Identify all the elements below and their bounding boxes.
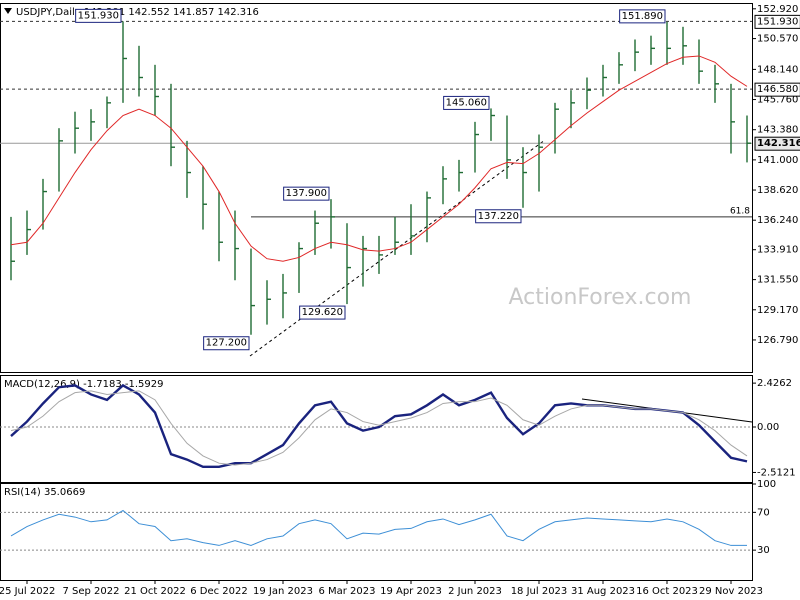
y-tick-label: 131.550 xyxy=(757,275,798,286)
x-tick-label: 31 Aug 2023 xyxy=(571,586,635,597)
x-tick-label: 19 Jan 2023 xyxy=(253,586,313,597)
label-box xyxy=(203,336,250,351)
watermark: ActionForex.com xyxy=(509,285,692,310)
y-tick-label: 70 xyxy=(757,507,770,518)
macd-panel xyxy=(0,375,753,483)
label-box xyxy=(299,305,346,320)
x-tick-label: 16 Oct 2023 xyxy=(636,586,698,597)
y-tick-label: 129.170 xyxy=(757,305,798,316)
label-box xyxy=(75,8,122,23)
annotation: 129.620 xyxy=(302,307,343,318)
panel-title: RSI(14) 35.0669 xyxy=(4,487,85,498)
rsi-panel xyxy=(0,483,753,581)
annotation: 127.200 xyxy=(206,338,247,349)
y-tick-label: 148.140 xyxy=(757,64,798,75)
y-tick-label: 143.380 xyxy=(757,125,798,136)
y-tick-label: 30 xyxy=(757,545,770,556)
x-tick-label: 6 Mar 2023 xyxy=(318,586,375,597)
annotation: 151.890 xyxy=(622,11,663,22)
series-line xyxy=(10,55,748,262)
label-box xyxy=(443,95,490,110)
last-price-label: 142.316 xyxy=(757,138,800,149)
annotation: 151.930 xyxy=(78,10,119,21)
panel-title: MACD(12,26,9) -1.7183 -1.5929 xyxy=(4,379,164,390)
y-tick-label: 136.240 xyxy=(757,215,798,226)
y-tick-label: 138.620 xyxy=(757,185,798,196)
y-tick-label: 145.760 xyxy=(757,95,798,106)
y-tick-label: 133.910 xyxy=(757,245,798,256)
level-label: 146.580 xyxy=(757,84,798,95)
x-tick-label: 29 Nov 2023 xyxy=(699,586,763,597)
x-tick-label: 19 Apr 2023 xyxy=(380,586,442,597)
label-box xyxy=(754,136,800,151)
x-tick-label: 6 Dec 2022 xyxy=(190,586,248,597)
y-tick-label: 150.570 xyxy=(757,34,798,45)
price-panel xyxy=(0,3,753,373)
fib-label: 61.8 xyxy=(730,206,750,216)
annotation: 137.220 xyxy=(478,211,519,222)
y-tick-label: 100 xyxy=(757,479,776,490)
label-box xyxy=(754,82,800,97)
y-tick-label: 0.00 xyxy=(757,422,779,433)
y-tick-label: 126.790 xyxy=(757,335,798,346)
x-tick-label: 25 Jul 2022 xyxy=(0,586,55,597)
menu-icon xyxy=(4,8,12,14)
series-line xyxy=(10,390,748,466)
series-line xyxy=(10,509,747,546)
x-tick-label: 2 Jun 2023 xyxy=(448,586,502,597)
y-tick-label: 152.920 xyxy=(757,4,798,15)
x-tick-label: 21 Oct 2022 xyxy=(124,586,186,597)
x-tick-label: 18 Jul 2023 xyxy=(511,586,568,597)
level-label: 151.930 xyxy=(757,16,798,27)
label-box xyxy=(619,9,666,24)
y-tick-label: 141.000 xyxy=(757,155,798,166)
label-box xyxy=(475,209,522,224)
label-box xyxy=(754,14,800,29)
label-box xyxy=(283,186,330,201)
panel-title: USDJPY,Daily 142.291 142.552 141.857 142… xyxy=(16,7,259,18)
annotation: 145.060 xyxy=(446,97,487,108)
annotation: 137.900 xyxy=(286,188,327,199)
x-tick-label: 7 Sep 2022 xyxy=(62,586,119,597)
y-tick-label: -2.5121 xyxy=(757,467,796,478)
y-tick-label: 2.4262 xyxy=(757,378,792,389)
